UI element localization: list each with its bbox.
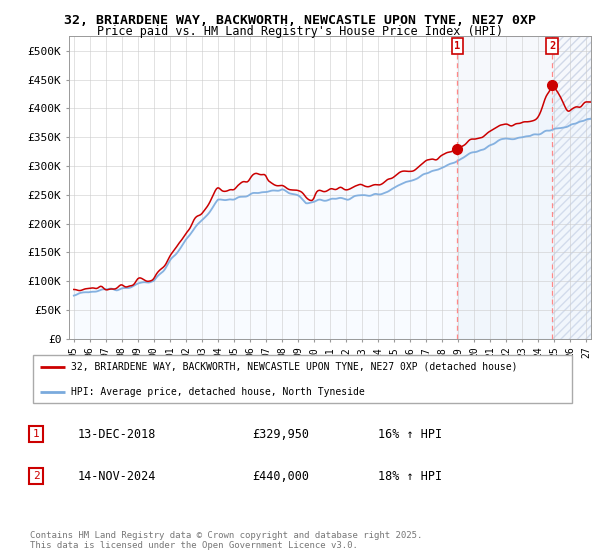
- Text: 1: 1: [454, 41, 461, 51]
- Text: Price paid vs. HM Land Registry's House Price Index (HPI): Price paid vs. HM Land Registry's House …: [97, 25, 503, 38]
- Text: 14-NOV-2024: 14-NOV-2024: [78, 469, 157, 483]
- Text: 32, BRIARDENE WAY, BACKWORTH, NEWCASTLE UPON TYNE, NE27 0XP (detached house): 32, BRIARDENE WAY, BACKWORTH, NEWCASTLE …: [71, 362, 517, 372]
- Text: HPI: Average price, detached house, North Tyneside: HPI: Average price, detached house, Nort…: [71, 387, 365, 397]
- Text: 1: 1: [32, 429, 40, 439]
- Text: Contains HM Land Registry data © Crown copyright and database right 2025.
This d: Contains HM Land Registry data © Crown c…: [30, 530, 422, 550]
- Text: 16% ↑ HPI: 16% ↑ HPI: [378, 427, 442, 441]
- Text: £329,950: £329,950: [252, 427, 309, 441]
- Bar: [552, 36, 591, 339]
- Text: 32, BRIARDENE WAY, BACKWORTH, NEWCASTLE UPON TYNE, NE27 0XP: 32, BRIARDENE WAY, BACKWORTH, NEWCASTLE …: [64, 14, 536, 27]
- Bar: [457, 36, 591, 339]
- Text: 13-DEC-2018: 13-DEC-2018: [78, 427, 157, 441]
- Text: £440,000: £440,000: [252, 469, 309, 483]
- Text: 2: 2: [549, 41, 555, 51]
- Text: 2: 2: [32, 471, 40, 481]
- Text: 18% ↑ HPI: 18% ↑ HPI: [378, 469, 442, 483]
- Bar: [552, 36, 591, 339]
- FancyBboxPatch shape: [33, 356, 572, 403]
